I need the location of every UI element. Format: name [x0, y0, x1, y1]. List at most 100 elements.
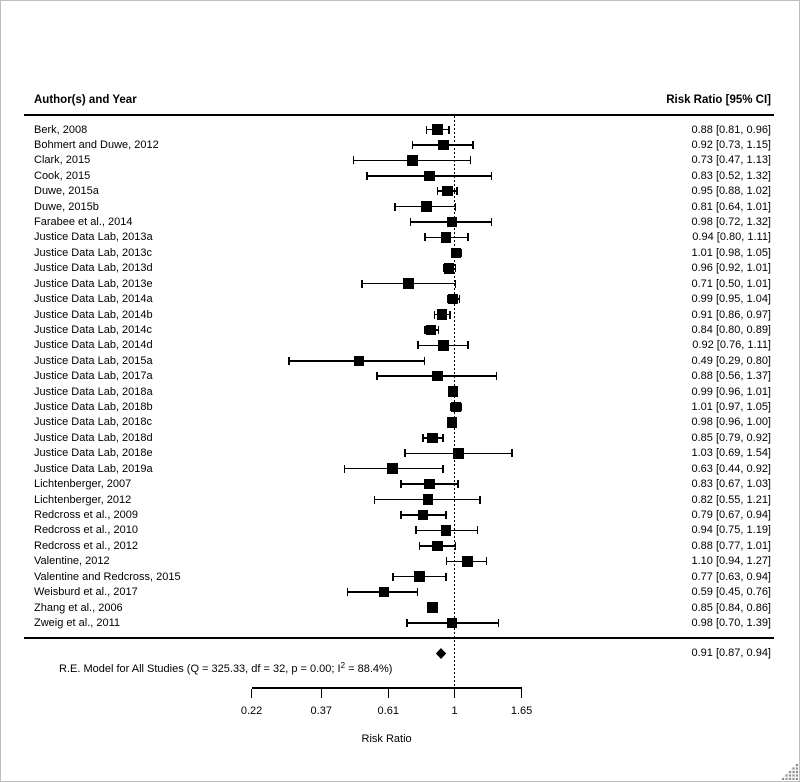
effect-square [446, 617, 458, 629]
effect-square [446, 417, 458, 428]
study-label: Berk, 2008 [34, 123, 88, 136]
study-value: 1.10 [0.94, 1.27] [691, 555, 771, 568]
effect-square [432, 540, 443, 552]
ci-cap-right [469, 156, 472, 165]
effect-square [387, 463, 398, 474]
study-value: 0.92 [0.76, 1.11] [692, 339, 771, 352]
study-label: Justice Data Lab, 2014b [34, 308, 153, 321]
study-value: 0.88 [0.81, 0.96] [691, 123, 771, 136]
study-label: Justice Data Lab, 2018a [34, 385, 153, 398]
ci-cap-right [511, 449, 513, 458]
ci-cap-left [433, 310, 436, 319]
effect-square [407, 155, 418, 166]
study-label: Valentine and Redcross, 2015 [34, 570, 181, 583]
axis-tick [387, 688, 389, 698]
effect-square [424, 478, 435, 490]
ci-cap-right [416, 588, 419, 597]
effect-square [427, 432, 438, 444]
study-label: Duwe, 2015b [34, 200, 99, 213]
ci-cap-right [467, 233, 469, 242]
ci-cap-right [457, 480, 459, 489]
ci-cap-right [454, 202, 457, 211]
ci-cap-left [346, 588, 349, 597]
study-label: Lichtenberger, 2007 [34, 478, 132, 491]
effect-square [427, 602, 438, 613]
summary-divider [24, 637, 774, 639]
effect-square [353, 355, 365, 367]
study-value: 0.59 [0.45, 0.76] [691, 586, 771, 599]
ci-cap-left [400, 511, 402, 519]
axis-tick [520, 688, 523, 698]
effect-square [421, 201, 432, 212]
study-value: 0.98 [0.72, 1.32] [691, 216, 771, 229]
x-axis-title: Risk Ratio [361, 733, 412, 745]
ci-cap-right [454, 279, 457, 288]
resize-grip-icon[interactable] [780, 762, 798, 780]
study-label: Justice Data Lab, 2014a [34, 293, 153, 306]
study-value: 0.83 [0.67, 1.03] [691, 478, 771, 491]
ci-cap-right [448, 125, 450, 134]
study-value: 0.77 [0.63, 0.94] [691, 570, 771, 583]
ci-cap-right [479, 495, 481, 504]
axis-tick-label: 1 [451, 705, 458, 717]
study-label: Justice Data Lab, 2017a [34, 370, 153, 383]
ci-cap-left [392, 572, 394, 581]
ci-cap-right [454, 264, 457, 273]
study-label: Justice Data Lab, 2013a [34, 231, 153, 244]
study-label: Zhang et al., 2006 [34, 601, 123, 614]
study-value: 0.96 [0.92, 1.01] [691, 262, 771, 275]
study-value: 0.95 [0.88, 1.02] [691, 185, 771, 198]
ci-cap-left [425, 125, 428, 134]
study-label: Cook, 2015 [34, 169, 91, 182]
axis-tick [320, 688, 323, 698]
study-value: 0.91 [0.86, 0.97] [691, 308, 771, 321]
study-label: Farabee et al., 2014 [34, 216, 133, 229]
ci-cap-right [437, 325, 440, 334]
ci-cap-right [472, 140, 474, 149]
study-value: 0.85 [0.79, 0.92] [691, 431, 771, 444]
ci-cap-left [394, 202, 396, 211]
ci-cap-left [406, 618, 408, 627]
ci-cap-left [404, 449, 406, 458]
ci-cap-right [458, 295, 461, 304]
axis-tick-label: 0.61 [377, 705, 399, 717]
ci-cap-left [422, 433, 424, 442]
study-value: 0.88 [0.77, 1.01] [691, 539, 771, 552]
study-value: 0.99 [0.95, 1.04] [691, 293, 771, 306]
study-value: 0.85 [0.84, 0.86] [691, 601, 771, 614]
ci-cap-right [495, 372, 498, 381]
effect-square [450, 401, 462, 413]
effect-square [438, 139, 449, 151]
ci-cap-right [442, 464, 444, 473]
study-label: Justice Data Lab, 2019a [34, 462, 153, 475]
ci-cap-left [442, 264, 445, 273]
header-divider [24, 114, 774, 116]
ci-cap-right [497, 618, 500, 627]
study-label: Justice Data Lab, 2015a [34, 354, 153, 367]
ci-cap-right [476, 526, 479, 535]
study-label: Justice Data Lab, 2018b [34, 401, 153, 414]
study-value: 0.92 [0.73, 1.15] [691, 138, 771, 151]
summary-label-text: R.E. Model for All Studies (Q = 325.33, … [59, 663, 341, 675]
ci-cap-left [361, 279, 363, 288]
study-label: Bohmert and Duwe, 2012 [34, 138, 159, 151]
ci-cap-left [373, 495, 376, 504]
study-label: Justice Data Lab, 2018d [34, 431, 153, 444]
axis-tick-label: 0.22 [240, 705, 263, 717]
ci-cap-left [352, 156, 355, 165]
effect-square [432, 124, 443, 135]
study-value: 0.88 [0.56, 1.37] [691, 370, 771, 383]
effect-square [424, 170, 435, 181]
summary-label-superscript: 2 [340, 661, 346, 670]
effect-square [422, 494, 434, 505]
ci-cap-right [490, 171, 493, 180]
study-label: Justice Data Lab, 2013c [34, 246, 153, 259]
study-label: Valentine, 2012 [34, 555, 110, 568]
column-header-risk-ratio-ci: Risk Ratio [95% CI] [666, 94, 771, 106]
summary-value: 0.91 [0.87, 0.94] [691, 647, 771, 659]
study-label: Justice Data Lab, 2018e [34, 447, 153, 460]
study-label: Clark, 2015 [34, 154, 91, 167]
ci-cap-left [415, 526, 417, 535]
ci-cap-left [418, 541, 421, 550]
ci-cap-left [343, 464, 346, 473]
